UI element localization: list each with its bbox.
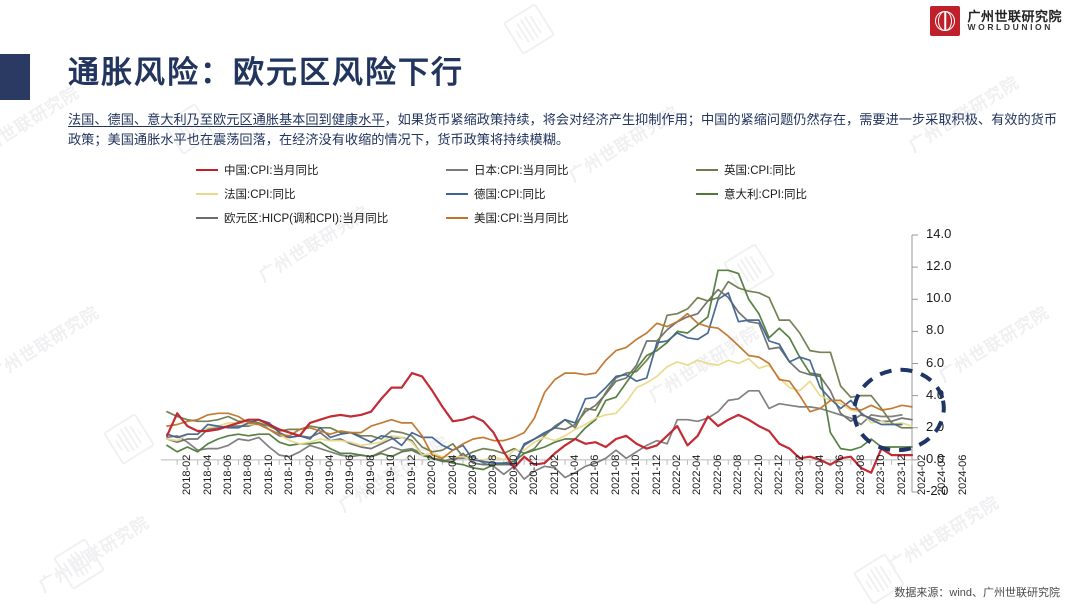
- x-axis-tick-label: 2019-02: [303, 454, 316, 495]
- x-axis-tick-label: 2023-06: [834, 454, 847, 495]
- y-axis-tick-label: 12.0: [926, 258, 952, 274]
- x-axis-tick-label: 2022-06: [711, 454, 724, 495]
- x-axis-tick-label: 2018-10: [262, 454, 275, 495]
- x-axis-tick-label: 2018-06: [222, 454, 235, 495]
- x-axis-tick-label: 2021-04: [569, 454, 581, 495]
- legend-label: 中国:CPI:当月同比: [224, 165, 319, 177]
- x-axis-tick-label: 2022-12: [773, 454, 786, 495]
- x-axis-tick-label: 2019-04: [324, 454, 337, 495]
- legend-item-japan[interactable]: 日本:CPI:当月同比: [446, 162, 696, 178]
- x-axis-tick-label: 2020-08: [487, 454, 500, 495]
- x-axis-tick-label: 2018-08: [242, 454, 255, 495]
- x-axis-tick-label: 2020-12: [528, 454, 541, 495]
- x-axis-tick-label: 2021-08: [609, 454, 622, 495]
- source-note: 数据来源：wind、广州世联研究院: [894, 587, 1060, 599]
- x-axis-tick-label: 2018-12: [283, 454, 296, 495]
- x-axis-tick-label: 2023-08: [854, 454, 867, 495]
- x-axis-tick-label: 2020-02: [426, 454, 439, 495]
- legend-swatch: [696, 168, 718, 172]
- y-axis-tick-label: -2.0: [926, 483, 949, 498]
- chart-legend: 中国:CPI:当月同比 日本:CPI:当月同比 英国:CPI:同比 法国:CPI…: [196, 162, 876, 234]
- legend-swatch: [196, 168, 218, 172]
- legend-item-italy[interactable]: 意大利:CPI:同比: [696, 186, 876, 202]
- x-axis-tick-label: 2023-12: [895, 454, 908, 495]
- x-axis-tick-label: 2024-04: [936, 454, 949, 495]
- subtitle-underlined: 法国、德国、意大利乃至欧元区通胀基本回到健康水平: [68, 112, 385, 127]
- legend-label: 英国:CPI:同比: [724, 165, 796, 177]
- x-axis-tick-label: 2018-04: [201, 454, 214, 495]
- legend-label: 德国:CPI:同比: [474, 189, 546, 201]
- legend-item-usa[interactable]: 美国:CPI:当月同比: [446, 210, 696, 226]
- page-subtitle: 法国、德国、意大利乃至欧元区通胀基本回到健康水平，如果货币紧缩政策持续，将会对经…: [68, 110, 1068, 151]
- x-axis-tick-label: 2022-02: [671, 454, 684, 495]
- legend-swatch: [446, 216, 468, 220]
- x-axis-tick-label: 2021-06: [589, 454, 602, 495]
- y-axis-tick-label: 14.0: [926, 226, 952, 241]
- x-axis-tick-label: 2020-04: [446, 454, 459, 495]
- x-axis-tick-label: 2024-06: [956, 454, 969, 495]
- x-axis-tick-label: 2021-12: [650, 454, 663, 495]
- legend-item-uk[interactable]: 英国:CPI:同比: [696, 162, 876, 178]
- legend-item-france[interactable]: 法国:CPI:同比: [196, 186, 446, 202]
- legend-label: 美国:CPI:当月同比: [474, 213, 569, 225]
- x-axis-tick-label: 2019-08: [364, 454, 377, 495]
- legend-row: 欧元区:HICP(调和CPI):当月同比 美国:CPI:当月同比: [196, 210, 876, 226]
- x-axis-tick-label: 2023-04: [813, 454, 826, 495]
- y-axis-tick-label: 6.0: [926, 354, 945, 370]
- worldunion-logo-icon: [930, 6, 961, 36]
- page-title: 通胀风险：欧元区风险下行: [68, 55, 464, 90]
- x-axis-tick-label: 2020-06: [466, 454, 479, 495]
- legend-row: 法国:CPI:同比 德国:CPI:同比 意大利:CPI:同比: [196, 186, 876, 202]
- legend-label: 欧元区:HICP(调和CPI):当月同比: [224, 213, 389, 225]
- x-axis-tick-label: 2019-10: [385, 454, 398, 495]
- x-axis-tick-label: 2022-10: [752, 454, 765, 495]
- legend-swatch: [696, 192, 718, 196]
- legend-row: 中国:CPI:当月同比 日本:CPI:当月同比 英国:CPI:同比: [196, 162, 876, 178]
- x-axis-tick-label: 2021-10: [630, 454, 643, 495]
- x-axis-tick-label: 2021-02: [548, 454, 561, 495]
- legend-swatch: [446, 192, 468, 196]
- legend-label: 日本:CPI:当月同比: [474, 165, 569, 177]
- legend-label: 意大利:CPI:同比: [724, 189, 808, 201]
- x-axis-tick-label: 2023-10: [875, 454, 888, 495]
- x-axis-tick-label: 2024-02: [916, 454, 928, 495]
- x-axis-tick-label: 2020-10: [507, 454, 520, 495]
- legend-swatch: [446, 168, 468, 172]
- x-axis-tick-label: 2019-12: [405, 454, 418, 495]
- x-axis-tick-label: 2018-02: [181, 454, 194, 495]
- brand-name-en: WORLDUNION: [967, 22, 1053, 33]
- legend-label: 法国:CPI:同比: [224, 189, 296, 201]
- x-axis-tick-label: 2019-06: [344, 454, 357, 495]
- x-axis-tick-label: 2023-02: [793, 454, 806, 495]
- legend-item-china[interactable]: 中国:CPI:当月同比: [196, 162, 446, 178]
- y-axis-tick-label: 8.0: [926, 322, 945, 338]
- x-axis-tick-label: 2022-08: [732, 454, 745, 495]
- brand-logo: 广州世联研究院 WORLDUNION: [930, 6, 1062, 36]
- y-axis-tick-label: 10.0: [926, 290, 952, 306]
- x-axis-tick-label: 2022-04: [691, 454, 704, 495]
- brand-name-cn: 广州世联研究院: [967, 8, 1062, 24]
- legend-swatch: [196, 192, 218, 196]
- legend-item-germany[interactable]: 德国:CPI:同比: [446, 186, 696, 202]
- title-accent-bar: [0, 54, 30, 100]
- subtitle-rest: ，如果货币紧缩政策持续，将会对经济产生抑制作用；中国的紧缩问题仍然存在，需要进一…: [68, 112, 1058, 148]
- legend-item-eurozone[interactable]: 欧元区:HICP(调和CPI):当月同比: [196, 210, 446, 226]
- legend-swatch: [196, 216, 218, 220]
- y-axis-tick-label: 0.0: [926, 450, 945, 466]
